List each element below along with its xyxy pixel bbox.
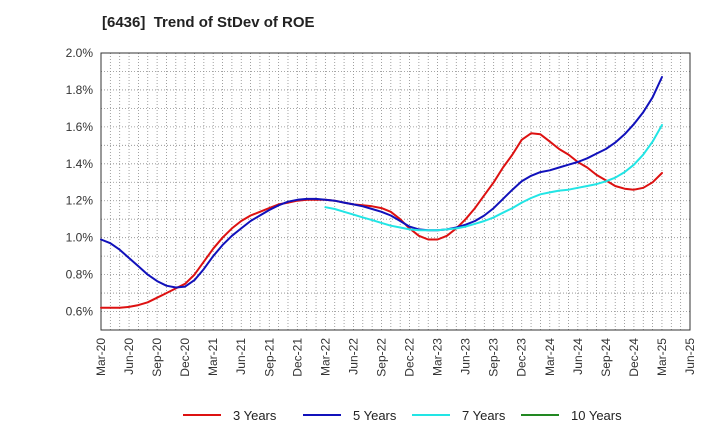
chart-title: [6436] Trend of StDev of ROE [102,14,315,31]
legend-item-7-years: 7 Years [412,405,505,425]
legend-item-3-years: 3 Years [183,405,276,425]
series-line-5-years [100,76,663,289]
x-tick-label: Mar-20 [94,338,108,376]
x-tick-label: Sep-24 [599,338,613,377]
y-tick-label: 1.0% [66,231,94,245]
x-tick-label: Sep-22 [374,338,388,377]
plot-area [101,53,690,330]
x-tick-label: Sep-21 [262,338,276,377]
x-tick-label: Dec-24 [627,338,641,377]
x-tick-label: Mar-21 [206,338,220,376]
x-tick-label: Jun-21 [234,338,248,375]
x-tick-label: Dec-20 [178,338,192,377]
legend-label: 5 Years [353,407,397,423]
x-tick-label: Mar-23 [431,338,445,376]
x-tick-label: Dec-22 [403,338,417,377]
y-tick-label: 1.4% [66,157,94,171]
x-tick-label: Mar-25 [655,338,669,376]
grid-layer [100,52,691,330]
legend-label: 10 Years [571,407,622,423]
legend-swatch [521,414,559,416]
legend-swatch [412,414,450,416]
y-tick-label: 0.8% [66,268,94,282]
x-tick-label: Sep-20 [150,338,164,377]
legend-item-10-years: 10 Years [521,405,622,425]
legend-item-5-years: 5 Years [303,405,396,425]
y-tick-label: 1.2% [66,194,94,208]
x-tick-label: Jun-25 [683,338,697,375]
x-tick-label: Jun-23 [459,338,473,375]
x-tick-label: Dec-23 [515,338,529,377]
x-tick-label: Mar-22 [318,338,332,376]
x-tick-label: Dec-21 [290,338,304,377]
y-tick-label: 1.6% [66,120,94,134]
x-tick-label: Jun-22 [346,338,360,375]
series-line-7-years [324,124,663,232]
axis-layer: 0.6% 0.8% 1.0% 1.2% 1.4% 1.6% 1.8% 2.0% Mar-20 Ju… [66,46,697,377]
legend-swatch [303,414,341,416]
y-tick-label: 0.6% [66,305,94,319]
x-tick-label: Mar-24 [543,338,557,376]
x-tick-label: Sep-23 [487,338,501,377]
series-layer [100,76,663,309]
x-tick-label: Jun-24 [571,338,585,375]
y-tick-label: 2.0% [66,46,94,60]
series-line-3-years [100,132,663,309]
legend-label: 7 Years [462,407,506,423]
y-tick-label: 1.8% [66,83,94,97]
legend: 3 Years 5 Years 7 Years 10 Years [0,405,720,425]
legend-swatch [183,414,221,416]
x-tick-label: Jun-20 [122,338,136,375]
legend-label: 3 Years [233,407,277,423]
plot-frame [100,52,691,331]
